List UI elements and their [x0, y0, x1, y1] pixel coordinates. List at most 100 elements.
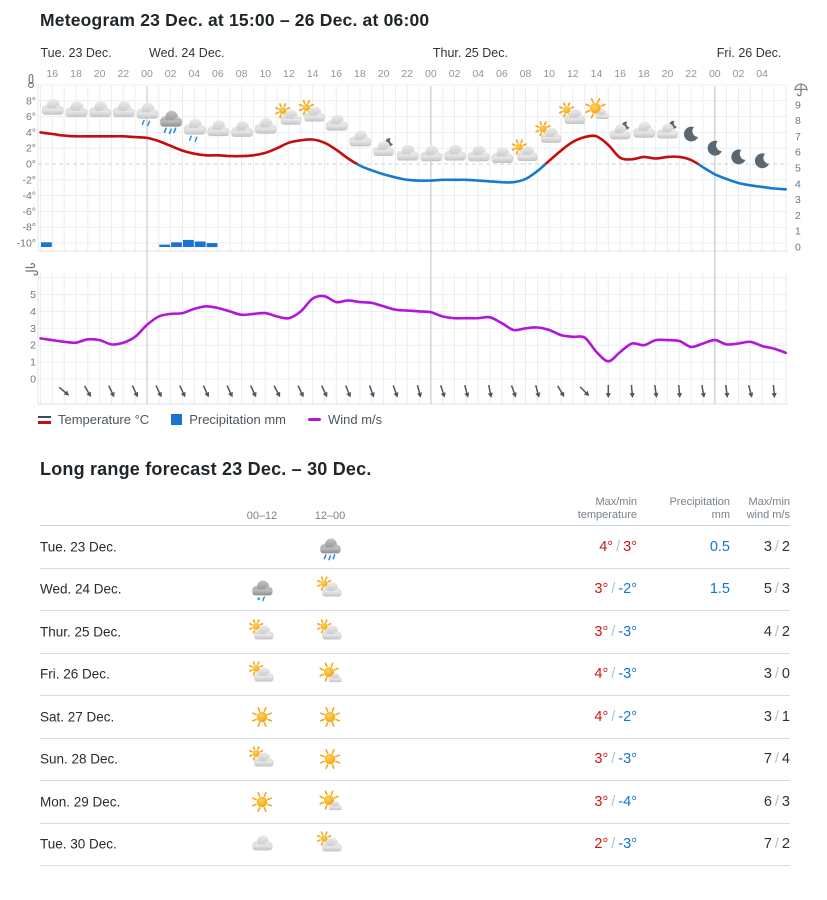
- sun-cloud-icon: [319, 790, 342, 810]
- wind-arrow-icon: [202, 385, 210, 398]
- svg-text:0: 0: [795, 242, 801, 254]
- svg-text:6°: 6°: [26, 111, 36, 123]
- wind-arrow-icon: [179, 385, 186, 398]
- partly-sunny-icon: [249, 746, 274, 767]
- sunny-icon: [319, 749, 341, 770]
- forecast-wind: 3/1: [763, 708, 790, 725]
- sun-cloud-icon: [585, 98, 610, 120]
- precipitation-bar: [171, 242, 182, 247]
- forecast-day: Mon. 29 Dec.: [40, 794, 121, 810]
- svg-text:18: 18: [70, 68, 82, 80]
- svg-text:10: 10: [543, 68, 555, 80]
- partly-sunny-icon: [511, 139, 539, 162]
- precipitation-square-icon: [171, 414, 183, 425]
- svg-text:7: 7: [795, 131, 801, 143]
- svg-text:0°: 0°: [26, 159, 36, 171]
- rain-icon: [160, 110, 183, 135]
- legend-label-wind: Wind m/s: [328, 412, 383, 427]
- col-header-12-00: 12–00: [314, 510, 346, 522]
- temperature-line-icon: [38, 415, 51, 424]
- legend-item-wind: Wind m/s: [308, 412, 382, 427]
- partly-sunny-icon: [317, 619, 342, 640]
- day-label: Thur. 25 Dec.: [433, 46, 508, 60]
- wind-arrow-icon: [368, 385, 375, 398]
- svg-text:8°: 8°: [26, 95, 36, 107]
- temperature-curve: [39, 131, 788, 191]
- svg-text:04: 04: [188, 68, 200, 80]
- svg-text:-6°: -6°: [22, 206, 36, 218]
- moon-cloud-icon: [373, 138, 395, 156]
- wind-arrow-icon: [771, 384, 777, 398]
- cloud-icon: [41, 98, 64, 115]
- long-range-rows: Tue. 23 Dec. 4°/3° 0.5 3/2 Wed. 24 Dec.: [40, 525, 790, 866]
- forecast-wind: 3/0: [763, 666, 790, 683]
- svg-text:22: 22: [117, 68, 129, 80]
- wind-arrow-icon: [155, 385, 162, 398]
- forecast-temp: 4° / -2°: [594, 708, 637, 725]
- svg-text:2: 2: [795, 210, 801, 222]
- svg-text:8: 8: [795, 115, 801, 127]
- forecast-wind: 6/3: [763, 793, 790, 810]
- forecast-day: Sun. 28 Dec.: [40, 751, 119, 767]
- partly-sunny-icon: [317, 831, 342, 852]
- forecast-wind: 3/2: [763, 538, 790, 555]
- svg-text:06: 06: [496, 68, 508, 80]
- svg-text:10: 10: [259, 68, 271, 80]
- precipitation-axis: 9 8 7 6 5 4 3 2 1 0: [795, 99, 801, 253]
- svg-text:02: 02: [449, 68, 461, 80]
- svg-text:04: 04: [472, 68, 484, 80]
- forecast-day: Tue. 30 Dec.: [40, 836, 117, 852]
- forecast-temp: 3° / -3°: [594, 623, 637, 640]
- wind-arrow-icon: [320, 385, 328, 398]
- forecast-row: Wed. 24 Dec. 3° / -2° 1.5 5/3: [40, 569, 790, 611]
- wind-arrow-icon: [392, 385, 399, 398]
- svg-text:5: 5: [30, 289, 36, 301]
- sleet-icon: [252, 580, 273, 602]
- forecast-row: Sun. 28 Dec. 3° / -3° 7/4: [40, 739, 790, 781]
- cloud-icon: [207, 120, 230, 137]
- cloud-icon: [254, 117, 277, 134]
- wind-arrow-icon: [463, 385, 470, 398]
- wind-arrow-icon: [605, 385, 611, 398]
- precipitation-bar: [41, 242, 52, 247]
- wind-arrow-icon: [487, 384, 493, 398]
- forecast-precip: 0.5: [709, 538, 730, 555]
- cloud-icon: [420, 145, 443, 162]
- svg-text:20: 20: [378, 68, 390, 80]
- moon-icon: [731, 149, 746, 165]
- wind-line-icon: [308, 418, 321, 421]
- svg-text:00: 00: [425, 68, 437, 80]
- wind-arrow-icon: [297, 385, 304, 398]
- forecast-temp: 3° / -3°: [594, 751, 637, 768]
- moon-icon: [754, 153, 770, 169]
- svg-text:00: 00: [709, 68, 721, 80]
- meteogram-chart: Tue. 23 Dec. Wed. 24 Dec. Thur. 25 Dec. Fri…: [17, 46, 808, 405]
- precipitation-bar: [194, 241, 206, 247]
- partly-sunny-icon: [249, 661, 274, 682]
- col-header-00-12: 00–12: [246, 510, 278, 522]
- cloud-icon: [396, 144, 419, 161]
- svg-text:0: 0: [30, 374, 36, 386]
- legend-item-temperature: Temperature °C: [38, 412, 149, 427]
- precipitation-bar: [183, 239, 194, 247]
- long-range-header: 00–12 12–00 Max/min temperature Precipita…: [40, 488, 790, 524]
- forecast-row: Thur. 25 Dec. 3° / -3° 4/2: [40, 611, 790, 654]
- legend-item-precipitation: Precipitation mm: [171, 412, 286, 427]
- svg-text:02: 02: [733, 68, 745, 80]
- svg-text:-10°: -10°: [17, 238, 36, 250]
- svg-text:9: 9: [795, 99, 801, 111]
- svg-text:-2°: -2°: [22, 174, 36, 186]
- long-range-title: Long range forecast 23 Dec. – 30 Dec.: [40, 459, 372, 479]
- sunny-icon: [251, 791, 273, 812]
- day-label: Tue. 23 Dec.: [41, 46, 112, 60]
- wind-arrow-icon: [226, 385, 233, 398]
- svg-text:3: 3: [30, 323, 36, 335]
- cloud-icon: [491, 147, 514, 163]
- cloud-icon: [65, 101, 88, 118]
- svg-text:4: 4: [795, 178, 801, 190]
- day-label: Fri. 26 Dec.: [717, 46, 782, 60]
- col-header-wind: Max/min wind m/s: [746, 496, 790, 521]
- wind-arrow-icon: [58, 386, 70, 396]
- svg-text:16: 16: [614, 68, 626, 80]
- forecast-day: Wed. 24 Dec.: [40, 581, 122, 597]
